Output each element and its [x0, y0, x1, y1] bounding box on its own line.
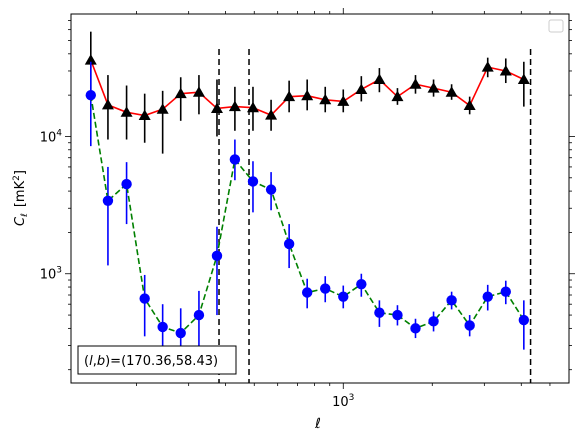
data-point [337, 95, 350, 106]
legend [548, 19, 564, 33]
x-axis-label: ℓ [314, 416, 321, 432]
y-tick-label: 104 [40, 128, 63, 145]
data-point [265, 184, 277, 195]
data-point [102, 195, 114, 206]
data-point [246, 101, 259, 113]
data-point [301, 89, 314, 101]
data-point [229, 154, 241, 165]
data-point [409, 78, 422, 89]
data-point [175, 327, 186, 339]
data-point [338, 291, 349, 302]
data-point [138, 109, 151, 121]
data-point [355, 83, 368, 94]
data-point [427, 82, 440, 93]
data-point [84, 54, 97, 65]
data-point [356, 278, 367, 290]
data-point [211, 250, 223, 262]
data-point [101, 98, 114, 110]
data-point [373, 73, 386, 84]
annotation-text: (l,b)=(170.36,58.43) [84, 354, 218, 369]
data-point [283, 238, 295, 250]
series-1 [85, 61, 530, 365]
data-point [156, 103, 169, 114]
axes-ticks: 103 103 104 [40, 8, 575, 410]
data-point [428, 316, 439, 327]
data-point [301, 287, 313, 298]
data-point [410, 323, 421, 334]
data-point [320, 283, 331, 294]
y-tick-label: 103 [40, 266, 62, 283]
data-point [265, 109, 278, 120]
legend-box [548, 19, 564, 33]
data-point [482, 291, 493, 302]
data-point [192, 86, 205, 97]
data-point [445, 86, 458, 97]
x-tick-label: 103 [332, 393, 354, 410]
data-point [464, 320, 475, 331]
series-0 [84, 31, 530, 154]
data-point [193, 309, 205, 321]
data-point [319, 93, 332, 105]
data-point [139, 293, 150, 304]
data-point [121, 178, 132, 190]
y-axis-label: Cℓ[mK2] [12, 170, 30, 226]
data-point [481, 61, 494, 72]
data-point [446, 295, 457, 306]
data-point [85, 89, 96, 101]
data-point [391, 90, 404, 102]
data-point [120, 106, 133, 117]
data-point [374, 307, 385, 318]
data-point [517, 73, 530, 84]
data-point [210, 102, 223, 113]
data-point [157, 321, 168, 333]
annotation-frame [77, 345, 237, 375]
plot-frame [70, 13, 570, 384]
data-point [174, 87, 187, 99]
data-point [500, 286, 511, 297]
data-point [283, 90, 296, 102]
data-point [392, 309, 403, 321]
data-point [247, 176, 259, 187]
annotation-box: (l,b)=(170.36,58.43) [77, 345, 237, 375]
data-point [518, 314, 530, 326]
data-point [499, 64, 512, 76]
data-point [463, 99, 476, 111]
data-point [228, 100, 241, 112]
plot-content [84, 31, 532, 383]
